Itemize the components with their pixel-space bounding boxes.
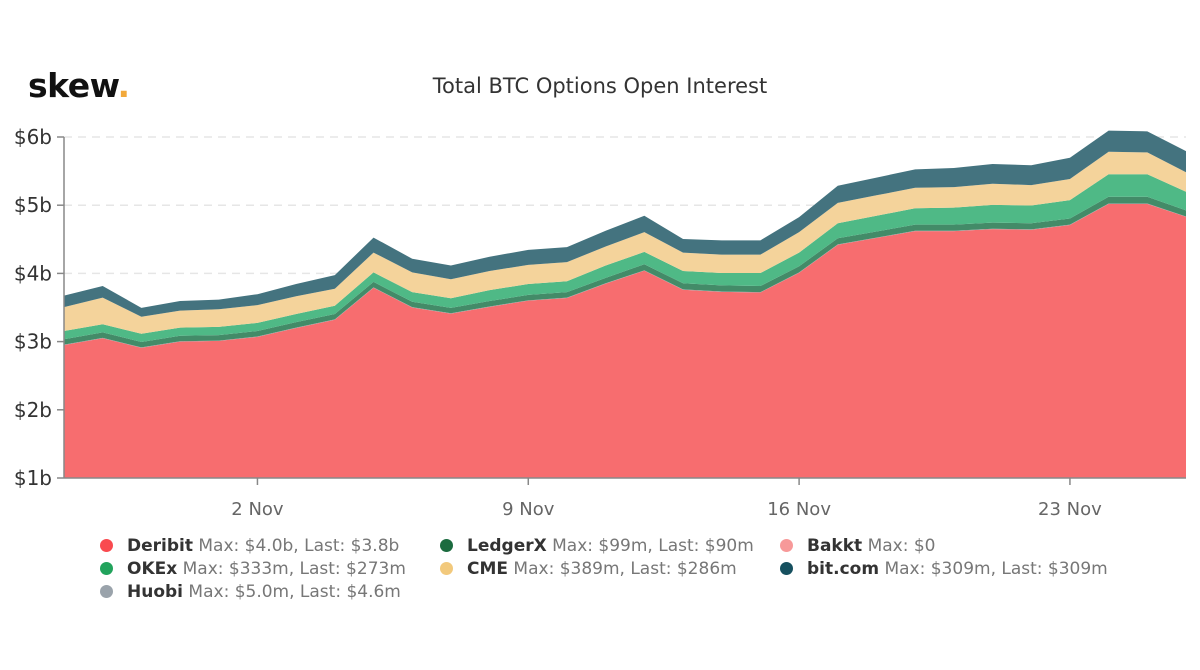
- y-tick-label: $1b: [14, 466, 52, 490]
- area-huobi: [64, 203, 1186, 348]
- series-areas: [64, 130, 1186, 478]
- legend-series-name: bit.com: [807, 559, 880, 579]
- legend-series-stats: Max: $309m, Last: $309m: [879, 559, 1108, 579]
- legend-item-huobi[interactable]: Huobi Max: $5.0m, Last: $4.6m: [100, 582, 401, 602]
- legend-item-deribit[interactable]: Deribit Max: $4.0b, Last: $3.8b: [100, 536, 399, 556]
- y-tick-label: $3b: [14, 330, 52, 354]
- y-tick-label: $6b: [14, 125, 52, 149]
- area-deribit: [64, 203, 1186, 478]
- area-cme: [64, 151, 1186, 334]
- legend-dot-icon: [780, 562, 793, 575]
- legend-dot-icon: [780, 539, 793, 552]
- y-tick-label: $5b: [14, 193, 52, 217]
- legend-series-name: Huobi: [127, 582, 184, 602]
- area-okex: [64, 174, 1186, 342]
- legend-series-stats: Max: $333m, Last: $273m: [177, 559, 406, 579]
- y-tick-label: $4b: [14, 261, 52, 285]
- skew-logo: skew.: [28, 66, 130, 105]
- legend-series-name: LedgerX: [467, 536, 547, 556]
- legend-series-stats: Max: $4.0b, Last: $3.8b: [192, 536, 400, 556]
- legend-item-ledgerx[interactable]: LedgerX Max: $99m, Last: $90m: [440, 536, 754, 556]
- legend-series-stats: Max: $0: [862, 536, 936, 556]
- legend-series-name: CME: [467, 559, 509, 579]
- x-tick-label: 2 Nov: [231, 499, 284, 520]
- y-tick-label: $2b: [14, 398, 52, 422]
- legend-series-stats: Max: $389m, Last: $286m: [508, 559, 737, 579]
- x-tick-label: 9 Nov: [502, 499, 555, 520]
- legend-dot-icon: [440, 562, 453, 575]
- legend-item-cme[interactable]: CME Max: $389m, Last: $286m: [440, 559, 737, 579]
- legend-series-name: Bakkt: [807, 536, 863, 556]
- axes: [63, 137, 1186, 479]
- x-axis-ticks: 2 Nov 9 Nov 16 Nov 23 Nov: [231, 478, 1102, 520]
- y-axis-ticks: $1b $2b $3b $4b $5b $6b: [14, 125, 64, 490]
- legend-dot-icon: [100, 585, 113, 598]
- legend-series-name: Deribit: [127, 536, 193, 556]
- logo-text: skew: [28, 66, 118, 105]
- legend-item-bakkt[interactable]: Bakkt Max: $0: [780, 536, 935, 556]
- legend-item-bit-com[interactable]: bit.com Max: $309m, Last: $309m: [780, 559, 1108, 579]
- legend-series-name: OKEx: [127, 559, 178, 579]
- legend-dot-icon: [100, 539, 113, 552]
- legend-dot-icon: [100, 562, 113, 575]
- x-tick-label: 16 Nov: [767, 499, 831, 520]
- x-tick-label: 23 Nov: [1038, 499, 1102, 520]
- legend-series-stats: Max: $99m, Last: $90m: [546, 536, 754, 556]
- chart-title: Total BTC Options Open Interest: [432, 74, 768, 98]
- legend-dot-icon: [440, 539, 453, 552]
- legend-series-stats: Max: $5.0m, Last: $4.6m: [183, 582, 401, 602]
- logo-dot: .: [117, 66, 130, 105]
- area-bit-com: [64, 130, 1186, 317]
- area-ledgerx: [64, 196, 1186, 348]
- legend-item-okex[interactable]: OKEx Max: $333m, Last: $273m: [100, 559, 406, 579]
